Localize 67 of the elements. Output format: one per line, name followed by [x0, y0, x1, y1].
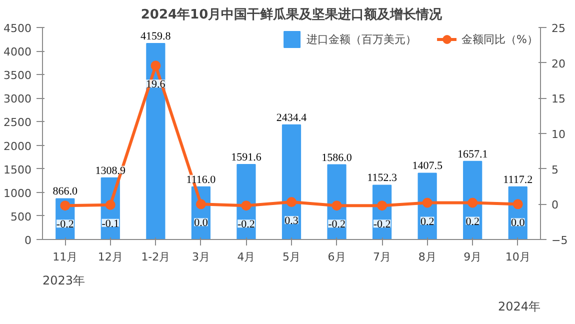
x-tick-label: 8月 [418, 250, 436, 264]
y2-tick-label: −5 [552, 234, 568, 247]
data-label: -0.1 [102, 218, 120, 230]
data-label: 0.2 [420, 216, 434, 228]
y2-tick-label: 15 [552, 92, 566, 106]
y2-tick-label: 5 [552, 163, 558, 176]
x-tick-label: 4月 [237, 250, 256, 264]
data-label: 1657.1 [457, 148, 488, 160]
data-label: 866.0 [52, 186, 78, 198]
data-label: 19.6 [146, 78, 166, 91]
y-tick-label: 4500 [4, 22, 32, 35]
y-tick-label: 500 [10, 210, 32, 224]
point [512, 199, 523, 210]
y-tick-label: 0 [24, 234, 32, 247]
y-tick-label: 3000 [4, 92, 32, 106]
x-tick-label: 9月 [464, 250, 482, 264]
point [286, 197, 296, 208]
x-tick-label: 10月 [505, 250, 530, 264]
y2-tick-label: 0 [552, 198, 558, 212]
point [377, 200, 388, 211]
data-label: 1591.6 [231, 152, 262, 164]
x-tick-label: 11月 [52, 250, 78, 264]
x-tick-label: 12月 [98, 250, 123, 264]
point [60, 200, 70, 211]
chart-title: 2024年10月中国干鲜瓜果及坚果进口额及增长情况 [140, 6, 444, 22]
data-label: 0.0 [194, 217, 208, 230]
point [241, 200, 252, 211]
y-tick-label: 3500 [4, 69, 32, 82]
x-tick-label: 3月 [192, 250, 210, 264]
bar [146, 43, 166, 240]
text: 2023年 [42, 274, 86, 288]
y-tick-label: 2500 [4, 116, 32, 130]
data-label: 1308.9 [95, 164, 126, 177]
legend-label: 进口金额（百万美元） [306, 32, 417, 46]
data-label: 1117.2 [503, 174, 533, 186]
data-label: 0.2 [466, 216, 480, 228]
point [468, 198, 478, 208]
data-label: -0.2 [56, 218, 74, 231]
point [196, 199, 206, 210]
point [332, 200, 342, 211]
data-label: 4159.8 [140, 30, 172, 43]
legend-label: 金额同比（%） [462, 32, 538, 46]
data-label: 1586.0 [322, 152, 352, 164]
point [150, 60, 161, 71]
x-tick-label: 7月 [373, 250, 392, 264]
data-label: 1116.0 [186, 174, 216, 186]
y-tick-label: 1000 [4, 186, 32, 200]
data-label: 1407.5 [412, 160, 443, 172]
bar [282, 124, 302, 240]
data-label: -0.2 [238, 218, 255, 231]
data-label: -0.2 [373, 218, 391, 231]
y-tick-label: 1500 [4, 163, 32, 176]
x-tick-label: 1-2月 [141, 250, 170, 264]
text: 2024年 [498, 300, 541, 314]
data-label: 1152.3 [367, 172, 398, 184]
y2-tick-label: 25 [552, 22, 566, 35]
data-label: 2434.4 [276, 112, 308, 124]
x-tick-label: 6月 [328, 250, 346, 264]
data-label: 0.0 [510, 217, 526, 230]
y-tick-label: 2000 [4, 140, 32, 153]
y-tick-label: 4000 [4, 46, 32, 59]
point [422, 198, 432, 208]
data-label: -0.2 [328, 218, 346, 231]
x-tick-label: 5月 [282, 250, 300, 264]
y2-tick-label: 20 [552, 57, 566, 70]
point [105, 200, 116, 210]
y2-tick-label: 10 [552, 128, 566, 141]
